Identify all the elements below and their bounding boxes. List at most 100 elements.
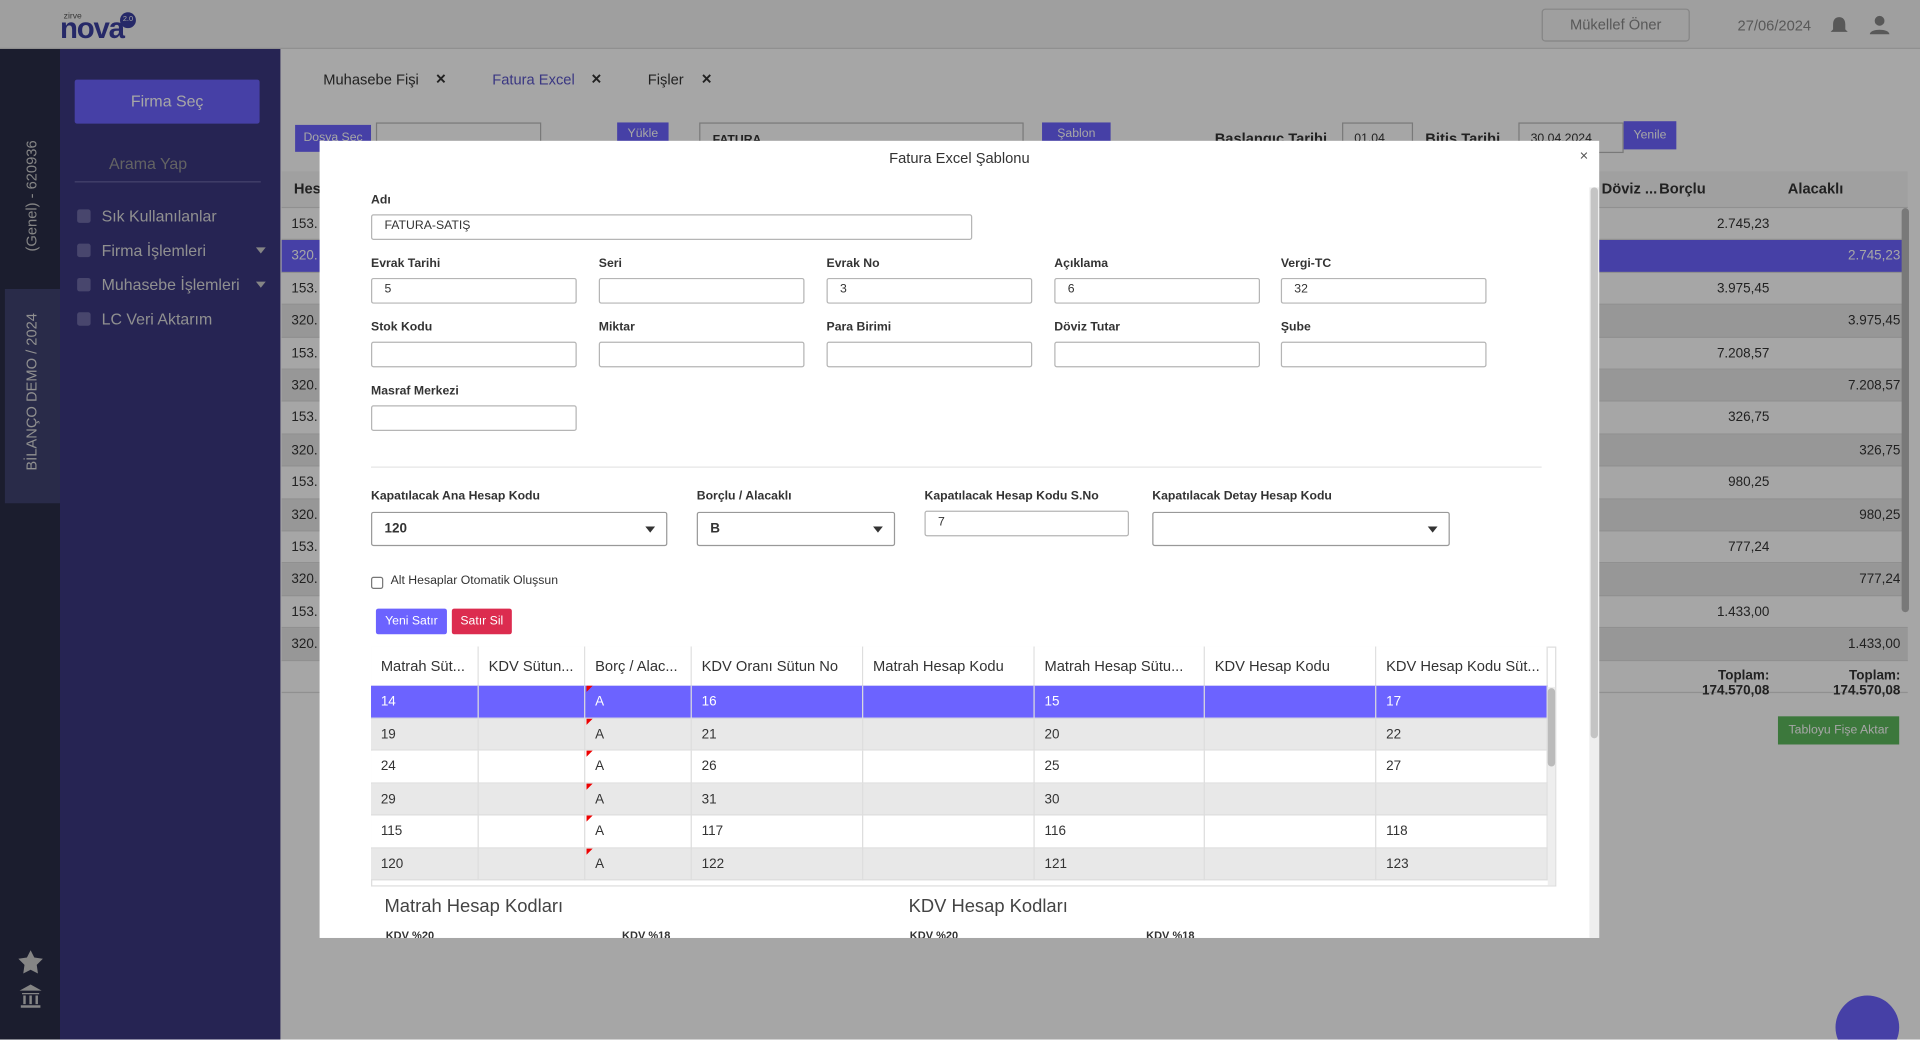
grid-cell: 30 [1035, 783, 1205, 816]
tab[interactable]: Fişler [647, 71, 684, 89]
grid-cell [1205, 718, 1377, 751]
input[interactable] [1054, 341, 1261, 368]
tab-close[interactable]: × [591, 68, 602, 89]
grid-header: Borç / Alac... [585, 646, 692, 687]
tab-close[interactable]: × [435, 68, 446, 89]
firm-button[interactable]: Firma Seç [74, 79, 260, 124]
menu-item[interactable]: Muhasebe İşlemleri [101, 275, 240, 294]
input[interactable] [1280, 341, 1487, 368]
input[interactable]: 3 [826, 277, 1033, 304]
input[interactable]: 5 [371, 277, 577, 304]
input[interactable]: 6 [1054, 277, 1261, 304]
input[interactable] [371, 341, 577, 368]
grid-cell: A [585, 783, 692, 816]
input[interactable] [598, 341, 805, 368]
input[interactable]: 7 [924, 510, 1129, 537]
divider [74, 181, 261, 183]
row-code: 153. [291, 281, 318, 297]
add-button[interactable]: Yeni Satır [375, 608, 447, 635]
grid-row [371, 815, 1548, 848]
grid-cell: 123 [1376, 847, 1548, 881]
grid-cell: 31 [692, 783, 864, 816]
grid-cell [863, 718, 1035, 751]
grid-cell: 24 [371, 750, 479, 784]
grid-header: Matrah Süt... [371, 646, 479, 687]
scroll-thumb [1590, 187, 1598, 739]
grid-cell: 26 [692, 750, 864, 784]
label: Adı [371, 193, 391, 207]
menu-icon [77, 209, 91, 223]
select[interactable]: 120 [371, 511, 668, 547]
label: Kapatılacak Hesap Kodu S.No [924, 489, 1099, 504]
credit: 7.208,57 [1847, 378, 1901, 394]
total: Toplam: 174.570,08 [1832, 668, 1901, 698]
debit: 326,75 [1728, 410, 1770, 426]
menu-item[interactable]: Sık Kullanılanlar [101, 206, 217, 226]
debit: 980,25 [1728, 475, 1770, 491]
grid-cell [863, 685, 1035, 719]
row-code: 320. [291, 249, 318, 264]
row-code: 153. [291, 410, 318, 426]
grid-cell: 16 [692, 685, 864, 719]
input[interactable] [371, 405, 577, 432]
grid-cell: 20 [1035, 718, 1205, 751]
grid-cell: 122 [692, 847, 864, 881]
button[interactable]: Mükellef Öner [1541, 8, 1690, 42]
menu-icon [77, 277, 91, 292]
grid-scroll [1547, 686, 1556, 886]
caret [255, 247, 266, 258]
tab[interactable]: Fatura Excel [492, 71, 575, 89]
column-header: Döviz ... [1601, 180, 1658, 198]
total: Toplam: 174.570,08 [1701, 668, 1770, 698]
grid-header: Matrah Hesap Sütu... [1034, 646, 1205, 687]
menu-item[interactable]: LC Veri Aktarım [101, 309, 213, 329]
grid-cell [1205, 750, 1377, 784]
edit-flag [586, 847, 593, 855]
input[interactable] [598, 277, 805, 304]
credit: 2.745,23 [1847, 249, 1901, 264]
grid-cell: A [585, 815, 692, 848]
checkbox[interactable] [371, 576, 384, 589]
edit-flag [586, 815, 593, 822]
tab-close[interactable]: × [701, 68, 712, 89]
grid-cell [479, 685, 586, 719]
section-sub: KDV %20 [909, 929, 959, 938]
row-code: 320. [291, 636, 318, 652]
debit: 1.433,00 [1716, 604, 1770, 620]
grid-row [371, 718, 1548, 751]
select[interactable]: B [696, 511, 896, 547]
close[interactable]: × [1579, 146, 1589, 165]
grid-cell: 19 [371, 718, 479, 751]
tab[interactable]: Muhasebe Fişi [323, 71, 419, 89]
row-code: 153. [291, 346, 318, 361]
grid-cell [863, 750, 1035, 784]
select[interactable] [1152, 511, 1450, 547]
export-button[interactable]: Tabloyu Fişe Aktar [1777, 716, 1900, 745]
grid-cell: 115 [371, 815, 479, 848]
grid-header: KDV Oranı Sütun No [691, 646, 864, 687]
chat-button[interactable] [1835, 995, 1900, 1040]
separator [371, 466, 1542, 468]
grid-cell [479, 847, 586, 881]
label: Borçlu / Alacaklı [696, 489, 792, 504]
input[interactable] [826, 341, 1033, 368]
debit: 3.975,45 [1716, 281, 1770, 297]
menu-item[interactable]: Firma İşlemleri [101, 241, 207, 260]
grid-cell [863, 783, 1035, 816]
delete-button[interactable]: Satır Sil [451, 608, 512, 635]
column-header: Borçlu [1659, 180, 1706, 198]
input[interactable]: 32 [1280, 277, 1487, 304]
input[interactable]: FATURA-SATIŞ [371, 214, 973, 241]
row-code: 320. [291, 313, 318, 329]
label: Evrak Tarihi [371, 257, 441, 271]
edit-flag [586, 718, 593, 725]
edit-flag [586, 783, 593, 790]
label: Stok Kodu [371, 320, 433, 335]
label: Vergi-TC [1280, 257, 1332, 271]
debit: 777,24 [1728, 540, 1770, 555]
date: 27/06/2024 [1737, 17, 1812, 35]
icons [1830, 15, 1890, 35]
label: Para Birimi [826, 320, 892, 335]
search[interactable]: Arama Yap [108, 154, 188, 173]
